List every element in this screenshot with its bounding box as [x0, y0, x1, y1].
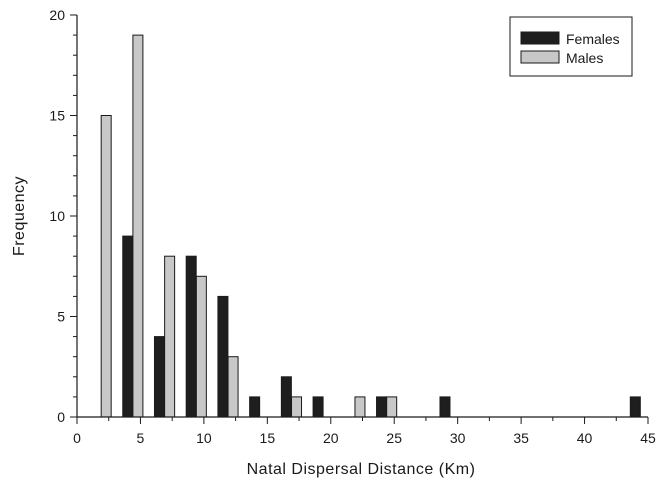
- x-tick-label: 15: [260, 430, 276, 446]
- bar-females: [249, 396, 261, 418]
- bar-females: [629, 396, 641, 418]
- legend: Females Males: [509, 16, 633, 77]
- legend-label-females: Females: [566, 31, 620, 47]
- y-tick-label: 15: [49, 108, 65, 124]
- legend-swatch-females: [520, 31, 560, 45]
- y-tick-label: 5: [57, 309, 65, 325]
- bar-females: [153, 336, 165, 418]
- x-tick-label: 35: [513, 430, 529, 446]
- x-tick-label: 45: [640, 430, 656, 446]
- x-tick-label: 0: [73, 430, 81, 446]
- bar-females: [217, 295, 229, 418]
- y-tick-label: 20: [49, 7, 65, 23]
- bar-females: [439, 396, 451, 418]
- x-tick-label: 25: [386, 430, 402, 446]
- y-axis-title: Frequency: [11, 176, 28, 256]
- x-tick-label: 30: [450, 430, 466, 446]
- legend-frame: [509, 16, 633, 77]
- y-tick-label: 0: [57, 409, 65, 425]
- bar-females: [122, 235, 134, 418]
- x-axis-title: Natal Dispersal Distance (Km): [247, 461, 476, 478]
- y-axis-ticks: 0 5 10 15 20: [49, 7, 77, 425]
- x-tick-label: 20: [323, 430, 339, 446]
- bars-group: [100, 34, 641, 418]
- bar-males: [227, 356, 239, 418]
- bar-males: [291, 396, 303, 418]
- x-tick-label: 5: [137, 430, 145, 446]
- y-tick-label: 10: [49, 208, 65, 224]
- x-tick-label: 10: [196, 430, 212, 446]
- legend-label-males: Males: [566, 50, 603, 66]
- bar-females: [280, 376, 292, 418]
- bar-males: [386, 396, 398, 418]
- x-tick-label: 40: [577, 430, 593, 446]
- bar-males: [164, 255, 176, 418]
- bar-females: [376, 396, 388, 418]
- bar-males: [100, 115, 112, 418]
- bar-males: [195, 275, 207, 418]
- x-axis-ticks: 0 5 10 15 20 25 30 35 40 45: [73, 417, 656, 446]
- bar-males: [354, 396, 366, 418]
- bar-males: [132, 34, 144, 418]
- bar-females: [185, 255, 197, 418]
- legend-swatch-males: [520, 50, 560, 64]
- bar-females: [312, 396, 324, 418]
